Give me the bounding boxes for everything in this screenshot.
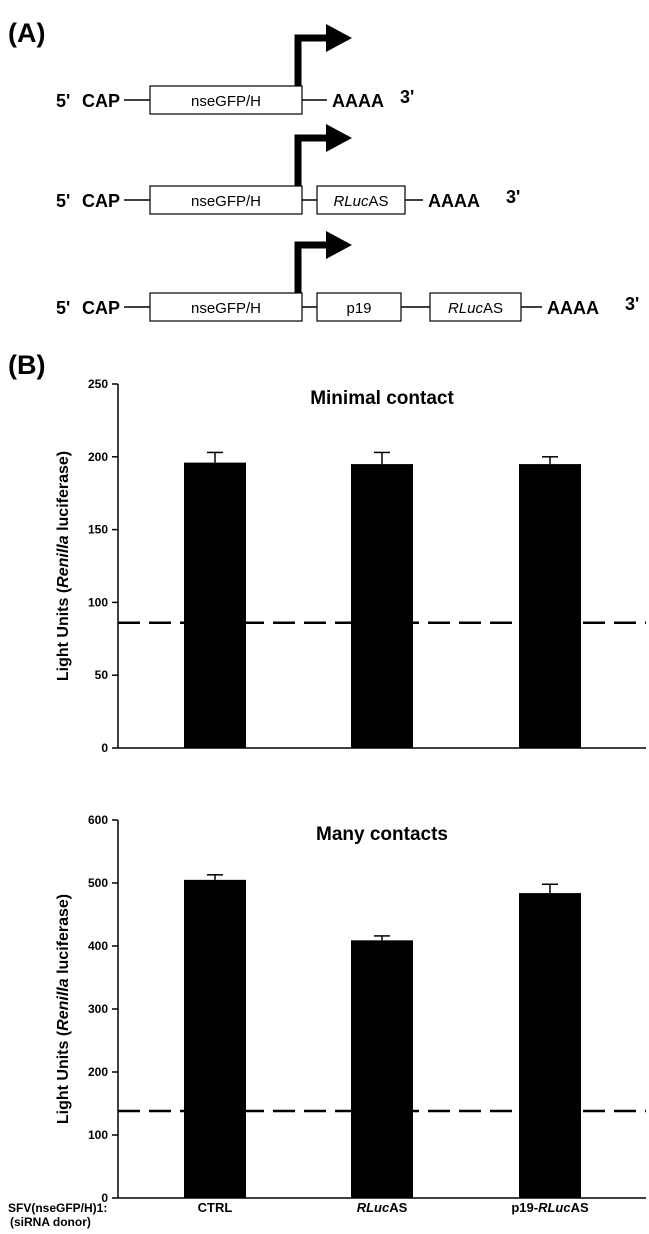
chart-1: Minimal contact 0 50 100 150 200 250 Light Unit… <box>55 377 646 755</box>
x-axis-prefix-line2: (siRNA donor) <box>10 1215 91 1229</box>
gene-box <box>316 292 402 322</box>
y-tick-label: 600 <box>88 813 108 827</box>
y-tick-label: 0 <box>101 741 108 755</box>
chart-title: Minimal contact <box>310 388 454 409</box>
chart-title: Many contacts <box>316 824 448 845</box>
x-tick-label-2: RLucAS <box>357 1200 408 1215</box>
x-axis-prefix-line1: SFV(nseGFP/H)1: <box>8 1201 107 1215</box>
y-tick-label: 150 <box>88 523 108 537</box>
five-prime-label: 5' <box>56 298 70 318</box>
bar-1 <box>184 879 246 1198</box>
polya-label: AAAA <box>428 191 480 211</box>
three-prime-label: 3' <box>400 87 414 107</box>
bar-2 <box>351 464 413 748</box>
gene-box <box>149 185 303 215</box>
y-axis-label: Light Units (Renilla luciferase) <box>55 451 72 681</box>
y-tick-label: 200 <box>88 1065 108 1079</box>
cap-label: CAP <box>82 298 120 318</box>
panel-a-construct-diagram: (A) 5' CAP nseGFP/H AAAA 3' 5' CAP nseGFP/H RLucA… <box>0 0 649 330</box>
bar-3 <box>519 464 581 748</box>
y-tick-label: 100 <box>88 1128 108 1142</box>
five-prime-label: 5' <box>56 191 70 211</box>
gene-box <box>149 292 303 322</box>
y-tick-label: 400 <box>88 939 108 953</box>
three-prime-label: 3' <box>506 187 520 207</box>
gene-box <box>429 292 522 322</box>
gene-box-label: p19 <box>346 300 371 317</box>
y-tick-label: 300 <box>88 1002 108 1016</box>
three-prime-label: 3' <box>625 294 639 314</box>
promoter-arrow-icon <box>294 34 328 86</box>
construct-2: 5' CAP nseGFP/H RLucAS AAAA 3' <box>56 124 520 215</box>
y-tick-label: 50 <box>95 668 109 682</box>
gene-box <box>316 185 406 215</box>
panel-b-bar-charts: (B) Minimal contact 0 50 100 150 200 250 Light U… <box>0 330 649 1229</box>
gene-box-label: nseGFP/H <box>191 193 261 210</box>
y-tick-label: 200 <box>88 450 108 464</box>
chart-2: Many contacts 0 100 200 300 400 500 600 Light Un… <box>55 813 646 1205</box>
bar-2 <box>351 940 413 1198</box>
construct-1: 5' CAP nseGFP/H AAAA 3' <box>56 24 414 115</box>
bar-1 <box>184 462 246 748</box>
cap-label: CAP <box>82 191 120 211</box>
promoter-arrow-icon <box>294 134 328 186</box>
gene-box-label: RLucAS <box>448 300 503 317</box>
gene-box-label: RLucAS <box>333 193 388 210</box>
y-tick-label: 100 <box>88 595 108 609</box>
polya-label: AAAA <box>332 91 384 111</box>
promoter-arrowhead-icon <box>326 231 352 259</box>
promoter-arrowhead-icon <box>326 124 352 152</box>
construct-3: 5' CAP nseGFP/H p19 RLucAS AAAA 3' <box>56 231 639 322</box>
polya-label: AAAA <box>547 298 599 318</box>
cap-label: CAP <box>82 91 120 111</box>
promoter-arrow-icon <box>294 241 328 293</box>
x-tick-label-1: CTRL <box>198 1200 233 1215</box>
panel-b-label: (B) <box>8 350 45 380</box>
bar-3 <box>519 893 581 1198</box>
y-axis-label: Light Units (Renilla luciferase) <box>55 894 72 1124</box>
gene-box-label: nseGFP/H <box>191 300 261 317</box>
promoter-arrowhead-icon <box>326 24 352 52</box>
y-tick-label: 250 <box>88 377 108 391</box>
y-tick-label: 0 <box>101 1191 108 1205</box>
x-tick-label-3: p19-RLucAS <box>511 1200 589 1215</box>
panel-a-label: (A) <box>8 18 45 48</box>
y-tick-label: 500 <box>88 876 108 890</box>
gene-box-label: nseGFP/H <box>191 93 261 110</box>
five-prime-label: 5' <box>56 91 70 111</box>
